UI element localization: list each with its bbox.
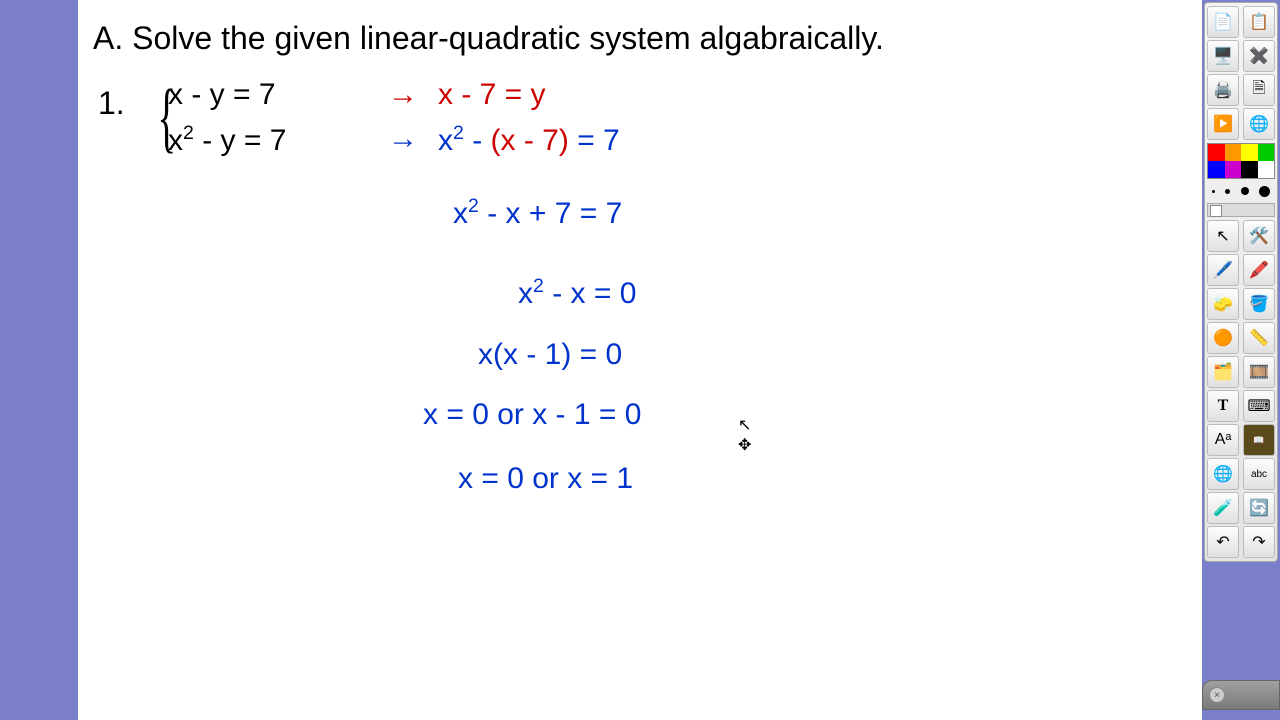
redo-button[interactable]: ↷ xyxy=(1243,526,1275,558)
step-zero-product: x = 0 or x - 1 = 0 xyxy=(423,398,641,432)
swatch-white[interactable] xyxy=(1258,161,1275,178)
print-button[interactable]: 🖨️ xyxy=(1207,74,1239,106)
pen-size-1[interactable] xyxy=(1212,190,1215,193)
pen-size-4[interactable] xyxy=(1259,186,1270,197)
heading-text: A. Solve the given linear-quadratic syst… xyxy=(93,20,884,57)
step-simplify: x2 - x = 0 xyxy=(518,275,636,311)
text-tool[interactable]: T xyxy=(1207,390,1239,422)
cursor-pointer: ↖✥ xyxy=(738,415,751,455)
undo-button[interactable]: ↶ xyxy=(1207,526,1239,558)
pen-size-2[interactable] xyxy=(1225,189,1230,194)
page-button[interactable]: 🗎 xyxy=(1243,74,1275,106)
toolbar: 📄 📋 🖥️ ✖️ 🖨️ 🗎 ▶️ 🌐 ↖ 🛠️ 🖊️ 🖍️ xyxy=(1204,2,1278,562)
select-tool[interactable]: ↖ xyxy=(1207,220,1239,252)
arrow-1: → xyxy=(388,78,424,112)
arrow-2: → xyxy=(388,122,424,156)
open-button[interactable]: 📋 xyxy=(1243,6,1275,38)
highlighter-tool[interactable]: 🖍️ xyxy=(1243,254,1275,286)
shape-tool[interactable]: 🟠 xyxy=(1207,322,1239,354)
tools-button[interactable]: 🛠️ xyxy=(1243,220,1275,252)
equation-1-lhs: x - y = 7 xyxy=(168,78,276,112)
left-margin xyxy=(0,0,78,720)
close-button[interactable]: ✖️ xyxy=(1243,40,1275,72)
step-solutions: x = 0 or x = 1 xyxy=(458,462,633,496)
step-expand: x2 - x + 7 = 7 xyxy=(453,195,622,231)
screen-button[interactable]: 🖥️ xyxy=(1207,40,1239,72)
pen-tool[interactable]: 🖊️ xyxy=(1207,254,1239,286)
globe-button[interactable]: 🌐 xyxy=(1207,458,1239,490)
pen-size-row xyxy=(1207,183,1275,199)
media-button[interactable]: 🎞️ xyxy=(1243,356,1275,388)
problem-number: 1. xyxy=(98,85,125,122)
equation-2-substituted: x2 - (x - 7) = 7 xyxy=(438,122,620,158)
eraser-tool[interactable]: 🧽 xyxy=(1207,288,1239,320)
step-factor: x(x - 1) = 0 xyxy=(478,338,622,372)
keyboard-button[interactable]: ⌨ xyxy=(1243,390,1275,422)
opacity-slider[interactable] xyxy=(1207,203,1275,217)
close-tab-icon[interactable]: × xyxy=(1209,687,1225,703)
equation-1-rewritten: x - 7 = y xyxy=(438,78,546,112)
pen-size-3[interactable] xyxy=(1241,187,1249,195)
read-button[interactable]: 📖 xyxy=(1243,424,1275,456)
play-button[interactable]: ▶️ xyxy=(1207,108,1239,140)
new-page-button[interactable]: 📄 xyxy=(1207,6,1239,38)
fill-tool[interactable]: 🪣 xyxy=(1243,288,1275,320)
spellcheck-button[interactable]: abc xyxy=(1243,458,1275,490)
font-button[interactable]: Aᵃ xyxy=(1207,424,1239,456)
swatch-green[interactable] xyxy=(1258,144,1275,161)
color-swatches xyxy=(1207,143,1275,179)
swatch-magenta[interactable] xyxy=(1225,161,1242,178)
swatch-black[interactable] xyxy=(1241,161,1258,178)
web-button[interactable]: 🌐 xyxy=(1243,108,1275,140)
swatch-red[interactable] xyxy=(1208,144,1225,161)
bottom-tab[interactable]: × xyxy=(1202,680,1280,710)
lab-button[interactable]: 🧪 xyxy=(1207,492,1239,524)
swatch-blue[interactable] xyxy=(1208,161,1225,178)
refresh-button[interactable]: 🔄 xyxy=(1243,492,1275,524)
whiteboard-canvas[interactable]: A. Solve the given linear-quadratic syst… xyxy=(78,0,1198,720)
equation-2-lhs: x2 - y = 7 xyxy=(168,122,286,158)
gallery-button[interactable]: 🗂️ xyxy=(1207,356,1239,388)
swatch-orange[interactable] xyxy=(1225,144,1242,161)
swatch-yellow[interactable] xyxy=(1241,144,1258,161)
line-tool[interactable]: 📏 xyxy=(1243,322,1275,354)
